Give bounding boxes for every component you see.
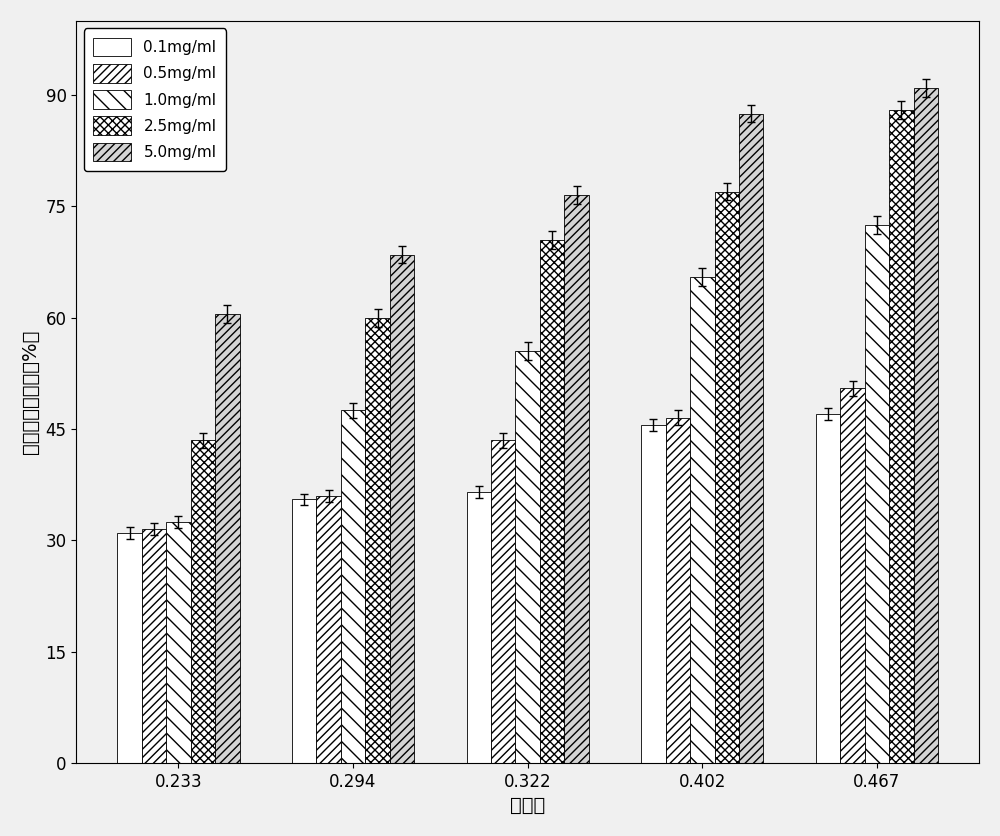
Bar — [341, 410, 365, 763]
Bar — [117, 533, 142, 763]
Bar — [491, 440, 515, 763]
Bar — [292, 499, 316, 763]
Bar — [515, 351, 540, 763]
Bar — [914, 88, 938, 763]
Bar — [191, 440, 215, 763]
Bar — [840, 388, 865, 763]
Bar — [142, 529, 166, 763]
Bar — [467, 492, 491, 763]
Bar — [865, 225, 889, 763]
Bar — [666, 418, 690, 763]
Bar — [540, 240, 564, 763]
X-axis label: 取代度: 取代度 — [510, 796, 545, 815]
Bar — [690, 277, 715, 763]
Bar — [365, 318, 390, 763]
Bar — [816, 414, 840, 763]
Bar — [889, 110, 914, 763]
Legend: 0.1mg/ml, 0.5mg/ml, 1.0mg/ml, 2.5mg/ml, 5.0mg/ml: 0.1mg/ml, 0.5mg/ml, 1.0mg/ml, 2.5mg/ml, … — [84, 28, 226, 171]
Bar — [564, 196, 589, 763]
Bar — [739, 114, 763, 763]
Bar — [316, 496, 341, 763]
Bar — [166, 522, 191, 763]
Bar — [715, 191, 739, 763]
Y-axis label: 对自由基清除率（%）: 对自由基清除率（%） — [21, 329, 40, 454]
Bar — [390, 255, 414, 763]
Bar — [215, 314, 240, 763]
Bar — [641, 426, 666, 763]
